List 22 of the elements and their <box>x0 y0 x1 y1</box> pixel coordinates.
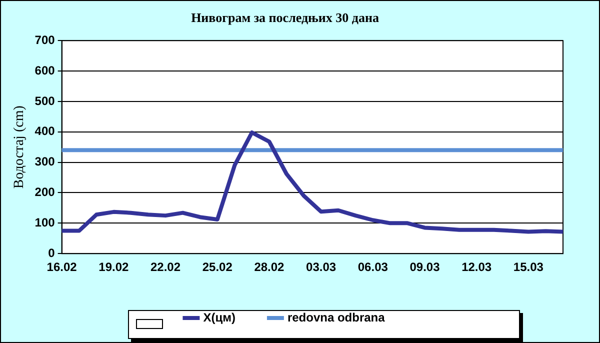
chart-title: Нивограм за последњих 30 дана <box>191 10 380 26</box>
x-tick-label: 25.02 <box>202 260 233 274</box>
legend-label: X(цм) <box>203 310 236 324</box>
y-tick-label: 500 <box>34 94 56 108</box>
x-tick-label: 16.02 <box>46 260 78 274</box>
y-tick-label: 300 <box>34 154 56 169</box>
x-tick-label: 22.02 <box>150 260 181 274</box>
y-tick-label: 700 <box>34 32 56 47</box>
x-tick-label: 28.02 <box>254 260 285 274</box>
y-tick-label: 200 <box>34 185 56 200</box>
x-tick-label: 09.03 <box>410 260 440 274</box>
x-tick-label: 15.03 <box>513 260 544 274</box>
y-tick-label: 600 <box>34 63 56 78</box>
y-tick-label: 400 <box>34 124 56 138</box>
x-tick-label: 03.03 <box>306 260 336 274</box>
y-axis-title: Водостај (cm) <box>12 105 28 189</box>
x-tick-label: 19.02 <box>98 260 130 274</box>
x-tick-label: 12.03 <box>462 260 492 274</box>
y-tick-label: 100 <box>34 215 56 230</box>
y-tick-label: 0 <box>48 246 56 260</box>
legend-label: redovna odbrana <box>287 310 386 324</box>
x-tick-label: 06.03 <box>358 260 388 274</box>
